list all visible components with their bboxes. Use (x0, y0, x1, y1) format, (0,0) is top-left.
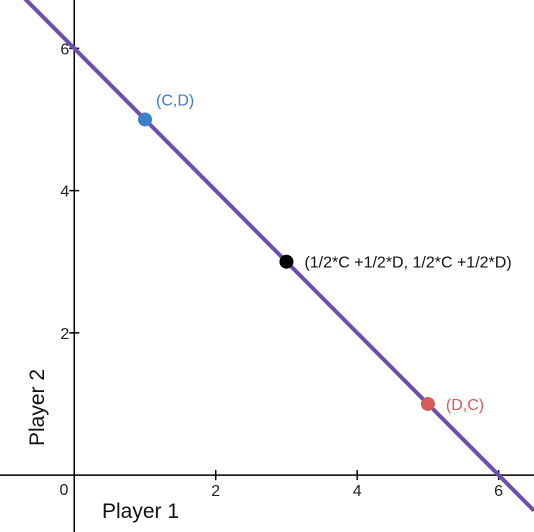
payoff-line (23, 0, 534, 513)
y-axis-title: Player 2 (26, 369, 49, 446)
point-label: (D,C) (446, 397, 484, 414)
y-ticks: 2 4 6 (60, 41, 80, 343)
y-tick-label: 2 (60, 326, 69, 343)
x-axis-title: Player 1 (102, 500, 179, 523)
point-label: (1/2*C +1/2*D, 1/2*C +1/2*D) (304, 255, 511, 272)
point-label: (C,D) (156, 92, 194, 109)
origin-label: 0 (60, 482, 69, 499)
x-tick-label: 2 (211, 483, 220, 500)
data-point (137, 112, 152, 127)
y-tick-label: 6 (60, 41, 69, 58)
y-tick-label: 4 (60, 184, 69, 201)
points: (C,D) (1/2*C +1/2*D, 1/2*C +1/2*D) (D,C) (137, 92, 512, 414)
x-tick-label: 6 (494, 483, 503, 500)
data-point (420, 396, 435, 411)
x-tick-label: 4 (353, 483, 362, 500)
data-point (279, 254, 294, 269)
